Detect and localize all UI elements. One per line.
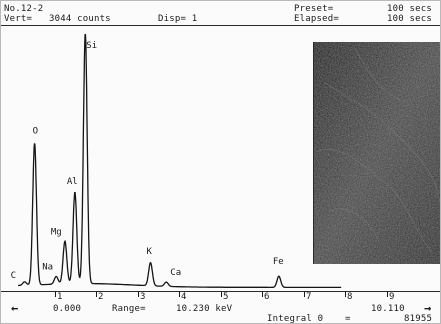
scroll-right-arrow-icon[interactable]: → (424, 301, 432, 315)
x-tick-3 (138, 291, 139, 297)
x-tick-label-1: 1 (57, 292, 63, 302)
x-tick-label-9: 9 (389, 292, 395, 302)
vert-label: Vert= (4, 14, 33, 24)
disp-label: Disp= 1 (158, 14, 198, 24)
sem-micrograph-image (313, 42, 440, 264)
range-label: Range= (112, 304, 146, 314)
x-tick-8 (345, 291, 346, 297)
vert-value: 3044 counts (49, 14, 111, 24)
scroll-left-arrow-icon[interactable]: ← (11, 301, 19, 315)
range-end: 10.110 (371, 304, 405, 314)
x-tick-2 (96, 291, 97, 297)
x-tick-label-8: 8 (347, 292, 353, 302)
x-tick-9 (387, 291, 388, 297)
x-tick-6 (262, 291, 263, 297)
peak-label-si: Si (86, 41, 97, 51)
x-tick-7 (304, 291, 305, 297)
x-tick-4 (179, 291, 180, 297)
x-tick-1 (55, 291, 56, 297)
integral-label: Integral 0 (267, 314, 324, 324)
peak-label-c: C (11, 271, 16, 281)
header-divider (1, 25, 440, 26)
peak-label-fe: Fe (273, 257, 284, 267)
x-tick-label-7: 7 (306, 292, 312, 302)
peak-label-o: O (33, 127, 38, 137)
elapsed-value: 100 secs (387, 14, 432, 24)
x-tick-label-4: 4 (181, 292, 187, 302)
peak-label-al: Al (67, 177, 78, 187)
x-tick-5 (221, 291, 222, 297)
integral-equals: = (345, 314, 351, 324)
preset-label: Preset= (294, 4, 334, 14)
sample-id: No.12-2 (4, 4, 44, 14)
range-start: 0.000 (53, 304, 82, 314)
spectrum-trace (18, 33, 342, 289)
x-tick-label-2: 2 (98, 292, 104, 302)
integral-value: 81955 (404, 314, 433, 324)
peak-label-mg: Mg (51, 228, 62, 238)
x-tick-label-6: 6 (264, 292, 270, 302)
peak-label-na: Na (42, 263, 53, 273)
peak-label-k: K (147, 247, 153, 257)
preset-value: 100 secs (387, 4, 432, 14)
x-tick-label-3: 3 (140, 292, 146, 302)
peak-label-ca: Ca (170, 268, 181, 278)
range-value: 10.230 keV (176, 304, 233, 314)
elapsed-label: Elapsed= (294, 14, 339, 24)
x-tick-label-5: 5 (223, 292, 229, 302)
x-axis-line (1, 291, 440, 292)
